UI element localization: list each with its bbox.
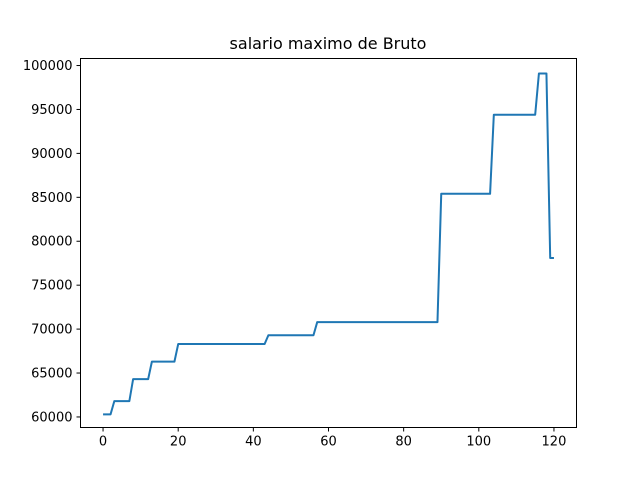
x-tick-label: 60 [320,435,337,450]
x-tick-label: 80 [395,435,412,450]
y-tick-label: 95000 [31,103,72,118]
x-tick-label: 20 [170,435,187,450]
x-tick-label: 100 [466,435,491,450]
chart-title: salario maximo de Bruto [230,34,427,53]
x-tick-label: 40 [245,435,262,450]
x-tick-label: 120 [542,435,567,450]
y-tick-label: 90000 [31,147,72,162]
y-tick-label: 75000 [31,279,72,294]
series-layer [103,72,554,416]
y-tick-label: 65000 [31,367,72,382]
plot-frame [80,58,577,428]
x-tick-label: 0 [99,435,107,450]
y-tick-label: 70000 [31,323,72,338]
series-line [103,72,554,416]
y-tick-label: 60000 [31,410,72,425]
axes-layer: 0 20 40 60 80 100 120 60000 65000 70000 75000 80000… [23,59,567,449]
y-tick-label: 100000 [23,59,73,74]
y-tick-label: 80000 [31,235,72,250]
y-tick-label: 85000 [31,191,72,206]
